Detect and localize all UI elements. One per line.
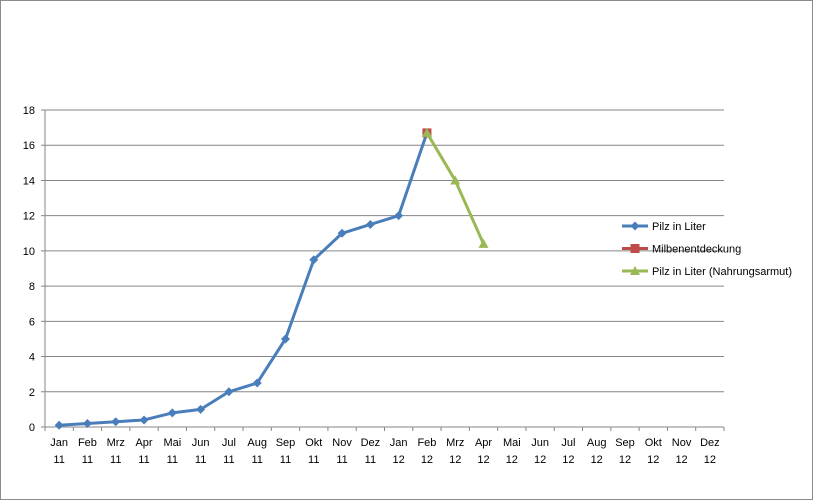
y-tick-label: 10 [23,246,35,258]
x-tick-year: 11 [82,454,93,466]
legend: Pilz in Liter Milbenentdeckung Pilz in Lit… [622,221,792,278]
diamond-marker [394,211,404,221]
y-tick-label: 2 [29,387,35,399]
x-tick-year: 12 [619,454,631,466]
x-tick-month: Mai [503,437,521,449]
x-tick-month: Okt [645,437,662,449]
x-tick-year: 12 [562,454,574,466]
x-tick-month: Aug [247,437,267,449]
x-tick-year: 12 [647,454,659,466]
x-tick-month: Okt [305,437,322,449]
y-tick-label: 4 [29,352,35,364]
y-tick-label: 0 [29,422,35,434]
x-tick-year: 11 [223,454,234,466]
x-tick-month: Jun [192,437,210,449]
y-tick-label: 12 [23,211,35,223]
x-tick-month: Dez [361,437,381,449]
x-tick-year: 12 [393,454,405,466]
legend-label: Pilz in Liter [652,221,706,233]
x-tick-year: 12 [675,454,687,466]
legend-item: Milbenentdeckung [622,244,741,256]
y-tick-label: 16 [23,140,35,152]
series-2 [421,127,489,248]
series-line [57,131,429,427]
x-tick-labels: Jan 11 Feb 11 Mrz 11 Apr 11 Mai 11 Jun 11 Jul 11 Aug 11… [50,437,719,466]
x-tick-month: Mai [163,437,181,449]
x-tick-month: Jan [390,437,408,449]
x-tick-month: Nov [332,437,352,449]
x-tick-year: 11 [308,454,319,466]
x-tick-month: Jun [531,437,549,449]
axes [41,109,725,431]
x-tick-month: Feb [417,437,436,449]
legend-label: Milbenentdeckung [652,244,741,256]
x-tick-year: 11 [167,454,178,466]
series-group [54,127,489,430]
diamond-marker [337,228,347,238]
y-tick-label: 8 [29,281,35,293]
diamond-marker [196,404,206,414]
x-tick-month: Jan [50,437,68,449]
x-tick-month: Jul [222,437,236,449]
legend-item: Pilz in Liter [622,221,706,233]
y-tick-label: 6 [29,316,35,328]
gridlines [45,109,724,393]
x-tick-year: 12 [591,454,603,466]
x-tick-month: Jul [561,437,575,449]
triangle-marker [478,238,489,248]
x-tick-year: 11 [365,454,376,466]
legend-item: Pilz in Liter (Nahrungsarmut) [622,266,792,278]
diamond-marker [224,387,234,397]
x-tick-month: Apr [475,437,492,449]
x-tick-year: 11 [138,454,149,466]
y-tick-label: 14 [23,175,35,187]
triangle-marker [421,127,432,137]
x-tick-year: 12 [449,454,461,466]
series-line [425,131,486,246]
x-tick-month: Aug [587,437,607,449]
diamond-marker [280,334,290,344]
diamond-marker [54,420,64,430]
diamond-marker [167,408,177,418]
x-tick-month: Sep [276,437,296,449]
x-tick-year: 12 [704,454,716,466]
diamond-marker [82,418,92,428]
x-tick-year: 12 [421,454,433,466]
diamond-marker [309,255,319,265]
x-tick-month: Feb [78,437,97,449]
x-tick-month: Dez [700,437,720,449]
x-tick-year: 12 [506,454,518,466]
x-tick-year: 11 [53,454,64,466]
diamond-marker [365,219,375,229]
square-marker [630,244,640,253]
x-tick-month: Mrz [107,437,125,449]
x-tick-year: 11 [251,454,262,466]
x-tick-year: 11 [195,454,206,466]
x-tick-year: 12 [477,454,489,466]
x-tick-month: Apr [135,437,152,449]
diamond-marker [111,417,121,427]
x-tick-year: 11 [110,454,121,466]
x-tick-year: 11 [280,454,291,466]
diamond-marker [252,378,262,388]
x-tick-year: 12 [534,454,546,466]
diamond-marker [630,221,640,231]
x-tick-year: 11 [336,454,347,466]
x-tick-month: Mrz [446,437,464,449]
y-tick-labels: 0 2 4 6 8 10 12 14 16 18 [23,105,35,434]
x-tick-month: Nov [672,437,692,449]
series-0 [54,128,432,430]
diamond-marker [139,415,149,425]
y-tick-label: 18 [23,105,35,117]
triangle-marker [450,175,461,185]
triangle-marker [630,266,640,275]
legend-label: Pilz in Liter (Nahrungsarmut) [652,266,792,278]
x-tick-month: Sep [615,437,635,449]
